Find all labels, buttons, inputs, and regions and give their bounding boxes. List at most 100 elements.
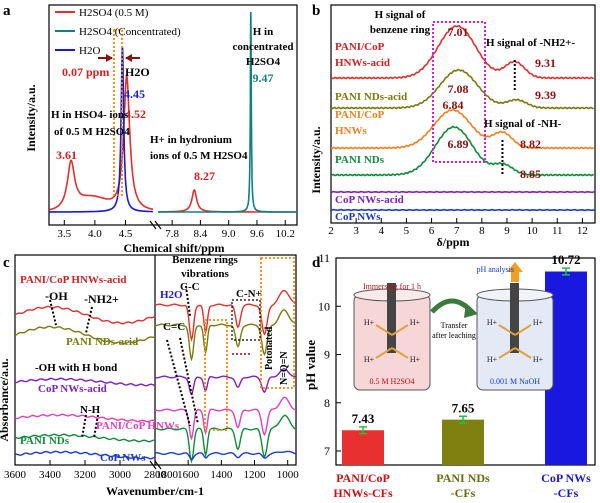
- proton-label: H+: [487, 318, 498, 327]
- curve-label-b: PANI/CoP: [335, 41, 385, 53]
- panel-b-xlabel: δ/ppm: [437, 235, 470, 249]
- panel-d-ylabel: pH value: [303, 340, 318, 390]
- peak-value-b: 7.01: [448, 25, 469, 39]
- curve-label-c: PANI NDs-acid: [66, 336, 138, 348]
- conc-annotation: H2SO4: [246, 56, 281, 68]
- curve-c-left: [15, 450, 156, 460]
- y-tick-label: 11: [318, 251, 330, 265]
- proton-arrow: [375, 347, 393, 359]
- panel-a-xlabel: Chemical shift/ppm: [123, 241, 224, 255]
- curve-label-c: PANI/CoP HNWs: [96, 420, 180, 432]
- x-tick-label: 1200: [244, 469, 267, 481]
- cc-marker: [179, 337, 199, 425]
- hydronium-annotation: H+ in hydronium: [150, 134, 232, 146]
- panel-b-letter: b: [312, 3, 320, 19]
- oh-marker: [49, 299, 57, 326]
- x-tick-label: 1800: [156, 469, 179, 481]
- x-tick-label: 2800: [144, 469, 167, 481]
- panel-b-curves: [331, 24, 595, 212]
- ph-bar: [342, 430, 384, 465]
- curve-label-c: CoP NWs-acid: [38, 383, 107, 395]
- x-tick-label: 7.8: [165, 228, 179, 240]
- panel-c-letter: c: [3, 255, 10, 271]
- x-tick-label: 4: [379, 225, 385, 237]
- transfer-text: Transfer: [441, 321, 468, 330]
- ccdouble-label: C=C: [163, 321, 185, 333]
- panel-a-xticks: 3.5 4.0 4.5 7.8 8.4 9.0 9.6 10.2: [57, 220, 295, 240]
- curve-b-series: [331, 108, 595, 150]
- curve-h2so4-05m: [158, 188, 297, 213]
- x-tick-label: 8: [479, 225, 485, 237]
- protonated-box: [260, 257, 295, 389]
- nh-marker: [81, 414, 87, 439]
- nh2-marker: [85, 306, 93, 334]
- axis-break-mark: [149, 220, 157, 230]
- nh2-label: -NH2+: [84, 292, 119, 306]
- curve-label-b: PANI/CoP: [335, 109, 385, 121]
- conc-annotation: H in: [253, 26, 273, 38]
- proton-arrow: [375, 324, 393, 336]
- panel-b-ylabel: Intensity/a.u.: [309, 126, 323, 193]
- benzene-highlight-box: [432, 21, 486, 163]
- curve-label-c: PANI/CoP HNWs-acid: [20, 274, 126, 286]
- peak-value-b: 8.82: [520, 137, 541, 151]
- x-tick-label: 11: [552, 225, 563, 237]
- proton-label: H+: [364, 318, 375, 327]
- peak-label-827: 8.27: [194, 169, 215, 183]
- x-tick-label: 2: [328, 225, 334, 237]
- nqn-label: N=Q=N: [279, 351, 290, 385]
- protonated-label: Potonated: [264, 326, 275, 370]
- x-tick-label: 10.2: [276, 228, 295, 240]
- h2o-label-c: H2O: [160, 289, 183, 301]
- x-tick-label: 5: [404, 225, 410, 237]
- proton-label: H+: [410, 318, 421, 327]
- transfer-arrowhead: [464, 303, 478, 318]
- x-tick-label: 3200: [74, 469, 97, 481]
- proton-arrow: [514, 324, 532, 336]
- panel-a-frame: [48, 4, 298, 226]
- benzene-rings-label: vibrations: [181, 268, 229, 280]
- peak-value-b: 9.31: [535, 56, 556, 70]
- curve-label-c: CoP NWs: [100, 452, 146, 464]
- oh-label: -OH: [45, 289, 68, 303]
- peak-value-b: 6.84: [443, 98, 464, 112]
- cc-marker: [185, 285, 191, 317]
- panel-c: c Absorbance/a.u. Wavenumber/cm-1 3600 34…: [0, 254, 299, 498]
- hydronium-annotation: ions of 0.5 M H2SO4: [150, 150, 248, 162]
- h2o-label: H2O: [125, 65, 150, 79]
- curve-label-b: HNWs-acid: [335, 57, 390, 69]
- proton-arrow: [391, 347, 409, 359]
- x-tick-label: 6: [429, 225, 435, 237]
- x-tick-label: 3000: [109, 469, 132, 481]
- axis-break-mark: [154, 220, 162, 230]
- curve-c-right: [154, 450, 296, 460]
- panel-a: a Intensity/a.u. Chemical shift/ppm 3.5 4…: [3, 3, 298, 255]
- x-tick-label: 3.5: [57, 228, 71, 240]
- x-tick-label: 3: [353, 225, 359, 237]
- proton-arrow: [514, 347, 532, 359]
- panel-a-letter: a: [3, 3, 11, 19]
- legend-label-h2o: H2O: [79, 45, 100, 57]
- nh-label: N-H: [80, 404, 101, 416]
- curve-b-series: [331, 68, 594, 110]
- proton-label: H+: [533, 318, 544, 327]
- leaching-inset: Immersing for 1 h Transfer after leachin…: [353, 262, 554, 391]
- cc-label: C-C: [180, 281, 200, 293]
- acid-electrode: [387, 283, 396, 353]
- ph-bar: [442, 419, 484, 465]
- acid-text: 0.5 M H2SO4: [369, 377, 414, 386]
- proton-label: H+: [410, 355, 421, 364]
- curve-c-right: [154, 309, 296, 362]
- nh-annotation: H signal of -NH-: [484, 118, 562, 130]
- panel-a-curves: [49, 11, 297, 213]
- proton-arrow: [391, 324, 409, 336]
- axis-break-mark: [154, 460, 162, 470]
- curve-b-flat: [331, 190, 595, 194]
- benzene-annotation: benzene ring: [370, 24, 431, 36]
- proton-arrow: [498, 324, 516, 336]
- bar-category-label: CoP NWs: [541, 471, 591, 485]
- cn-label: C-N+: [236, 288, 262, 300]
- hso4-annotation: of 0.5 M H2SO4: [54, 126, 130, 138]
- bar-category-label: -CFs: [451, 486, 476, 500]
